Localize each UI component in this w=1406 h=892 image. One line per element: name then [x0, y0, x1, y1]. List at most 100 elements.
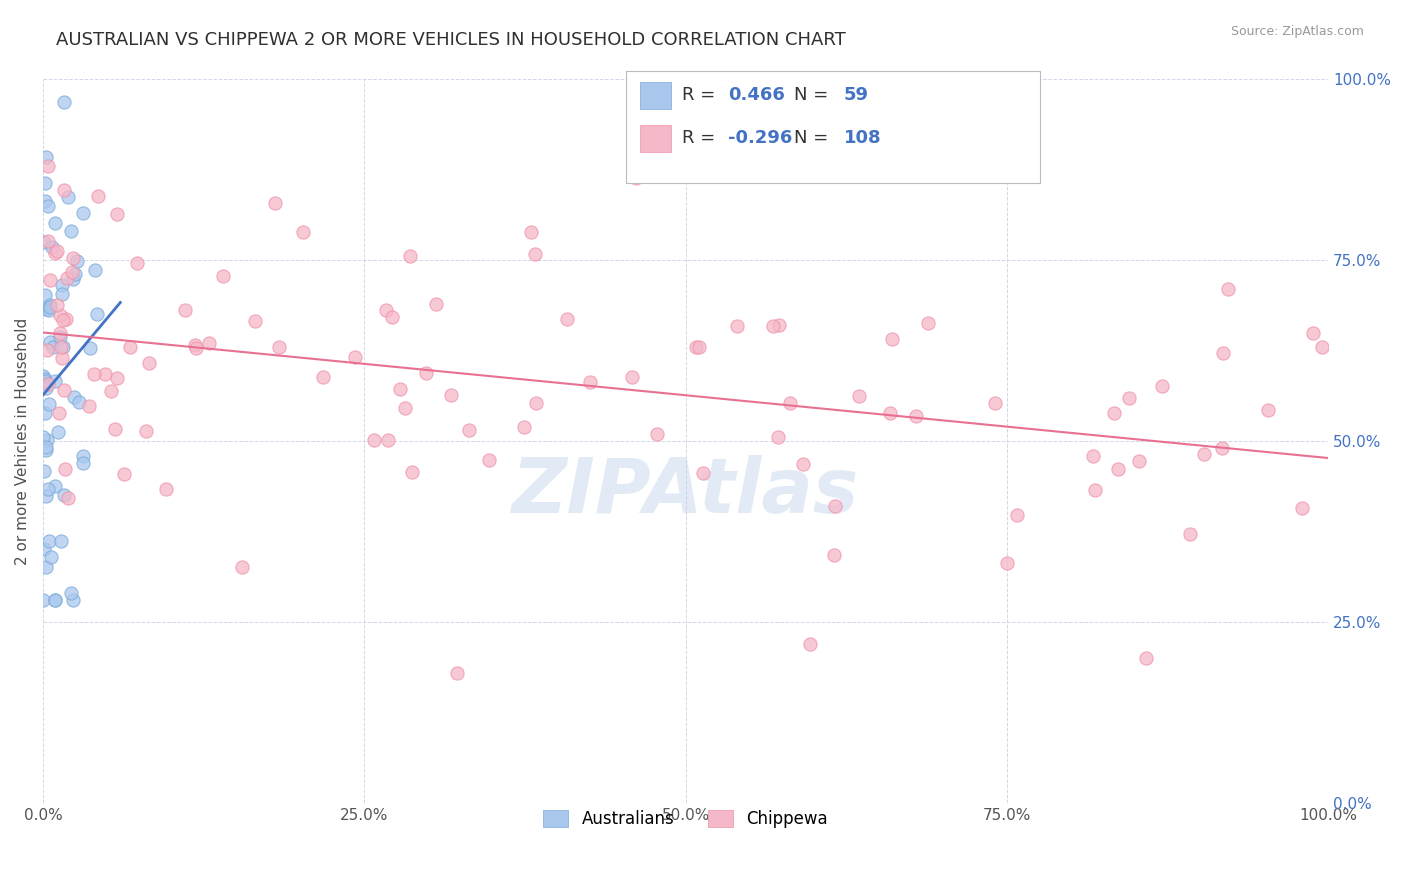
Point: [72, 205, 94, 219]
Point: [292, 225, 315, 239]
Point: [1107, 461, 1129, 475]
Point: [59, 224, 82, 238]
Point: [37, 343, 59, 357]
Point: [263, 196, 285, 211]
Point: [62, 252, 84, 266]
Point: [155, 482, 177, 496]
Point: [394, 401, 416, 415]
Point: [34, 194, 56, 208]
Point: [174, 303, 197, 318]
Point: [555, 312, 578, 326]
Point: [37, 159, 59, 173]
Point: [38, 300, 60, 314]
Point: [882, 332, 904, 346]
Point: [38, 533, 60, 548]
Point: [58, 491, 80, 505]
Point: [35, 442, 58, 457]
Point: [51, 340, 73, 354]
Point: [34, 374, 56, 388]
Point: [415, 367, 437, 381]
Point: [905, 409, 928, 424]
Point: [381, 310, 404, 324]
Point: [519, 225, 541, 239]
Point: [1211, 441, 1233, 455]
Legend: Australians, Chippewa: Australians, Chippewa: [537, 803, 835, 834]
Point: [1192, 447, 1215, 461]
Text: 108: 108: [844, 129, 882, 147]
Point: [34, 406, 56, 420]
Text: 59: 59: [844, 87, 869, 104]
Point: [34, 372, 56, 386]
Text: ZIPAtlas: ZIPAtlas: [512, 455, 859, 529]
Point: [725, 319, 748, 334]
Point: [377, 433, 399, 447]
Point: [425, 296, 447, 310]
Text: N =: N =: [794, 87, 834, 104]
Point: [768, 318, 790, 333]
Point: [1005, 508, 1028, 522]
Point: [39, 334, 62, 349]
Point: [72, 450, 94, 464]
Point: [1083, 483, 1105, 497]
Point: [621, 369, 644, 384]
Point: [183, 338, 205, 352]
Point: [83, 367, 105, 381]
Point: [526, 396, 548, 410]
Point: [1218, 282, 1240, 296]
Point: [52, 383, 75, 397]
Point: [363, 434, 385, 448]
Point: [37, 377, 59, 392]
Point: [269, 340, 291, 354]
Point: [52, 340, 75, 354]
Point: [32, 369, 55, 384]
Point: [212, 269, 235, 284]
Point: [38, 397, 60, 411]
Point: [344, 351, 367, 365]
Point: [52, 183, 75, 197]
Point: [35, 150, 58, 164]
Point: [685, 340, 707, 354]
Point: [51, 351, 73, 366]
Point: [1178, 527, 1201, 541]
Point: [37, 482, 59, 496]
Point: [44, 374, 66, 388]
Text: N =: N =: [794, 129, 834, 147]
Point: [35, 434, 58, 448]
Point: [446, 665, 468, 680]
Point: [100, 384, 122, 398]
Point: [458, 424, 481, 438]
Point: [46, 244, 69, 258]
Point: [917, 317, 939, 331]
Point: [645, 427, 668, 442]
Point: [984, 396, 1007, 410]
Point: [62, 272, 84, 286]
Point: [995, 556, 1018, 570]
Point: [35, 302, 58, 317]
Point: [513, 420, 536, 434]
Point: [186, 341, 208, 355]
Text: -0.296: -0.296: [728, 129, 793, 147]
Point: [51, 287, 73, 301]
Point: [55, 270, 77, 285]
Text: Source: ZipAtlas.com: Source: ZipAtlas.com: [1230, 25, 1364, 38]
Point: [34, 287, 56, 301]
Point: [32, 430, 55, 444]
Point: [49, 309, 72, 323]
Point: [523, 246, 546, 260]
Point: [1212, 346, 1234, 360]
Point: [56, 190, 79, 204]
Point: [624, 171, 647, 186]
Point: [824, 499, 846, 513]
Point: [37, 199, 59, 213]
Point: [62, 593, 84, 607]
Point: [39, 273, 62, 287]
Point: [120, 340, 142, 354]
Point: [60, 265, 83, 279]
Point: [135, 424, 157, 438]
Point: [1302, 326, 1324, 341]
Point: [779, 396, 801, 410]
Point: [53, 95, 76, 109]
Point: [63, 390, 86, 404]
Y-axis label: 2 or more Vehicles in Household: 2 or more Vehicles in Household: [15, 318, 30, 565]
Point: [231, 559, 253, 574]
